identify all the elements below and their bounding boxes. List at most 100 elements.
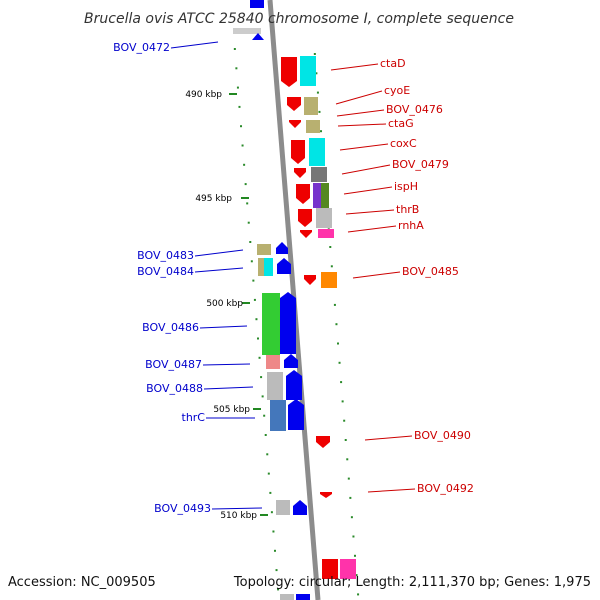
tick-mark (253, 408, 261, 410)
tick-mark (260, 514, 268, 516)
gene-box (262, 293, 280, 355)
tick-label: 510 kbp (220, 511, 257, 521)
gene-label-forward[interactable]: thrB (396, 203, 419, 216)
guide-dot (236, 86, 239, 89)
tick-mark (241, 197, 249, 199)
gene-label-forward[interactable]: ispH (394, 180, 418, 193)
gene-arrow (286, 370, 302, 400)
gene-box (270, 400, 286, 431)
guide-dot (320, 130, 323, 133)
label-leader-line (343, 186, 393, 195)
guide-dot (347, 477, 350, 480)
scale-ticks: 490 kbp 495 kbp 500 kbp 505 kbp 510 kbp (185, 90, 268, 521)
guide-dot (235, 67, 238, 70)
guide-dot (344, 439, 347, 441)
label-leader-line (341, 164, 391, 175)
gene-arrow (320, 492, 332, 498)
gene-label-reverse[interactable]: thrC (182, 411, 206, 424)
label-leader-line (339, 143, 389, 151)
gene-label-reverse[interactable]: BOV_0483 (137, 249, 194, 262)
gene-box (267, 372, 283, 400)
gene-arrow (281, 57, 297, 87)
label-leader-line (203, 386, 254, 390)
gene-arrow (293, 500, 307, 515)
guide-dot (270, 511, 273, 514)
gene-box (321, 183, 329, 208)
guide-dot (263, 414, 266, 417)
gene-label-reverse[interactable]: BOV_0487 (145, 358, 202, 371)
gene-box (258, 258, 264, 276)
gene-label-forward[interactable]: BOV_0485 (402, 265, 459, 278)
guide-dot (343, 419, 346, 422)
gene-label-forward[interactable]: BOV_0476 (386, 103, 443, 116)
guide-dot (238, 105, 241, 108)
gene-arrow (296, 184, 310, 204)
guide-dot (357, 593, 360, 596)
guide-dot (233, 48, 236, 50)
gene-label-forward[interactable]: BOV_0490 (414, 429, 471, 442)
guide-dot (272, 530, 275, 533)
gene-labels: BOV_0472 BOV_0483 BOV_0484 BOV_0486 BOV_0487… (113, 41, 474, 515)
gene-arrow (300, 230, 312, 238)
label-leader-line (211, 507, 263, 510)
label-leader-line (194, 267, 244, 273)
guide-dot (255, 318, 258, 321)
guide-dot (269, 491, 272, 494)
gene-label-forward[interactable]: BOV_0479 (392, 158, 449, 171)
guide-dot (249, 241, 252, 243)
guide-dot (338, 361, 341, 364)
label-leader-line (345, 209, 395, 215)
gene-box (266, 355, 280, 369)
gene-label-reverse[interactable]: BOV_0472 (113, 41, 170, 54)
tick-label: 490 kbp (185, 90, 222, 100)
label-leader-line (336, 109, 385, 117)
gene-label-forward[interactable]: ctaD (380, 57, 406, 70)
guide-dot (260, 376, 263, 379)
guide-dot (277, 588, 280, 591)
tick-label: 500 kbp (206, 299, 243, 309)
gene-label-reverse[interactable]: BOV_0484 (137, 265, 194, 278)
gene-label-reverse[interactable]: BOV_0486 (142, 321, 199, 334)
guide-dot (266, 453, 269, 456)
gene-box (306, 120, 320, 133)
gene-label-forward[interactable]: BOV_0492 (417, 482, 474, 495)
gene-box (257, 244, 271, 255)
gene-label-forward[interactable]: rnhA (398, 219, 424, 232)
label-leader-line (170, 41, 219, 49)
guide-dot (346, 458, 349, 461)
guide-dot (264, 434, 267, 436)
guide-dot (340, 381, 343, 384)
gene-label-forward[interactable]: coxC (390, 137, 417, 150)
guide-dot (246, 202, 249, 205)
gene-box (296, 594, 310, 600)
label-leader-line (347, 225, 397, 233)
gene-box (316, 208, 332, 228)
guide-dot (240, 125, 243, 128)
accession-text: Accession: NC_009505 (8, 575, 156, 590)
gene-arrow (298, 209, 312, 227)
gene-arrow (291, 140, 305, 164)
gene-label-reverse[interactable]: BOV_0493 (154, 502, 211, 515)
gene-label-reverse[interactable]: BOV_0488 (146, 382, 203, 395)
label-leader-line (337, 123, 387, 127)
guide-dot (252, 279, 255, 282)
guide-dot (352, 535, 355, 538)
gene-arrow (280, 292, 296, 354)
gene-box (311, 167, 327, 182)
label-leader-line (352, 271, 401, 279)
guide-dot (273, 549, 276, 552)
guide-dot (350, 516, 353, 519)
gene-box (321, 272, 337, 288)
gene-arrow (304, 275, 316, 285)
guide-dot (315, 72, 318, 75)
tick-label: 495 kbp (195, 194, 232, 204)
gene-arrow (289, 120, 301, 128)
guide-dot (313, 53, 316, 55)
gene-box (300, 56, 316, 86)
gene-arrow (277, 258, 291, 274)
gene-label-forward[interactable]: cyoE (384, 84, 410, 97)
gene-label-forward[interactable]: ctaG (388, 117, 414, 130)
guide-dot (335, 323, 338, 326)
topology-text: Topology: circular; Length: 2,111,370 bp… (233, 575, 591, 590)
